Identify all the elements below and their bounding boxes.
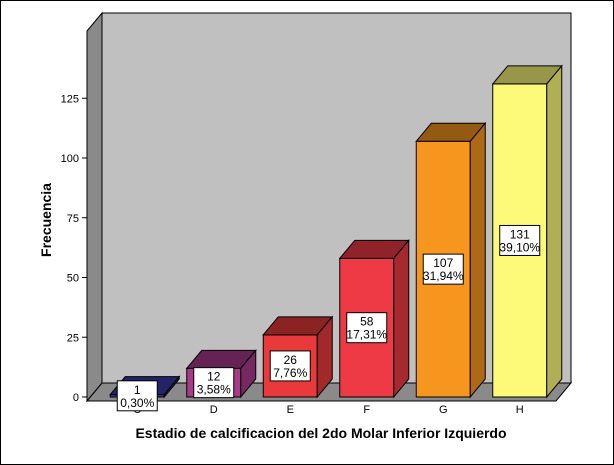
data-label-count: 58: [360, 315, 374, 329]
data-label-percent: 7,76%: [273, 366, 307, 380]
y-tick-label: 50: [67, 273, 79, 285]
x-tick-label: D: [210, 404, 218, 416]
x-tick-label: H: [516, 404, 524, 416]
data-label-count: 26: [284, 353, 298, 367]
data-label-box: [499, 224, 541, 256]
data-label: 123,58%: [193, 367, 235, 399]
side-wall: [86, 11, 103, 403]
data-label-percent: 0,30%: [120, 396, 154, 410]
data-label-count: 107: [433, 256, 453, 270]
y-tick-label: 0: [73, 392, 79, 404]
y-tick-label: 75: [67, 213, 79, 225]
data-label-percent: 39,10%: [499, 240, 540, 254]
y-tick-label: 125: [61, 93, 79, 105]
data-label-box: [422, 253, 464, 285]
data-label-count: 12: [207, 370, 221, 384]
data-label-box: [116, 380, 158, 412]
bar-side: [316, 315, 333, 399]
y-tick-label: 25: [67, 332, 79, 344]
data-label-count: 1: [134, 383, 141, 397]
bar-side: [469, 121, 486, 399]
x-tick-label: G: [439, 404, 448, 416]
y-axis-ticks: 0 25 50 75 100 125: [61, 31, 88, 404]
x-axis-title: Estadio de calcificacion del 2do Molar I…: [135, 425, 506, 441]
bar: [338, 238, 410, 399]
bar-side: [546, 64, 563, 399]
data-label-count: 131: [510, 227, 530, 241]
x-tick-label: F: [363, 404, 370, 416]
bar-side: [393, 238, 410, 399]
data-label-box: [193, 367, 235, 399]
data-labels: 10,30%123,58%267,76%5817,31%10731,94%131…: [116, 224, 541, 412]
x-tick-label: E: [287, 404, 294, 416]
bar-side: [240, 348, 257, 399]
y-tick-label: 100: [61, 153, 79, 165]
data-label: 267,76%: [269, 350, 311, 382]
data-label-percent: 31,94%: [423, 269, 464, 283]
data-label-box: [346, 312, 388, 344]
data-label-percent: 3,58%: [197, 383, 231, 397]
x-axis-ticks: CDEFGH: [133, 404, 524, 416]
data-label: 10,30%: [116, 380, 158, 412]
y-axis-title: Frecuencia: [38, 183, 54, 257]
bar-side: [163, 375, 180, 399]
data-label-percent: 17,31%: [346, 328, 387, 342]
data-label-box: [269, 350, 311, 382]
